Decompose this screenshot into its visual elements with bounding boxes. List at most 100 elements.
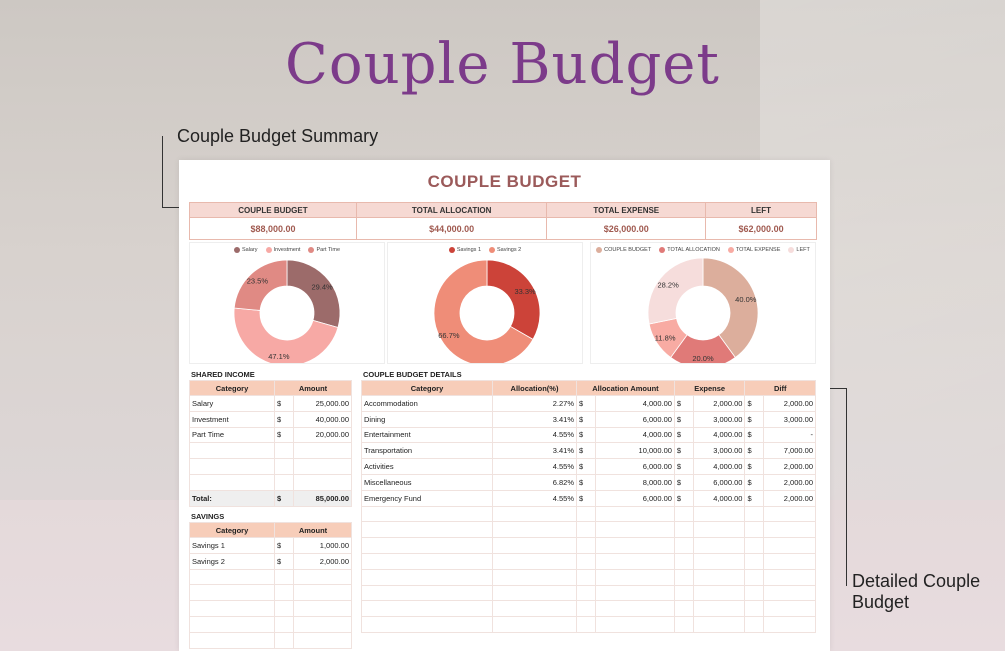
empty-cell	[576, 600, 596, 618]
empty-cell	[744, 584, 765, 602]
empty-cell	[763, 505, 816, 523]
legend-label: Savings 2	[497, 247, 522, 254]
column-header: Amount	[274, 380, 352, 396]
donut-slice	[486, 259, 541, 340]
empty-cell	[763, 616, 816, 633]
empty-cell	[744, 537, 765, 554]
empty-cell	[274, 631, 294, 649]
table-row: Miscellaneous 6.82% $8,000.00 $6,000.00 $2,0…	[361, 473, 816, 491]
currency-cell: $	[673, 410, 694, 428]
empty-cell	[576, 537, 596, 554]
empty-row	[361, 600, 816, 618]
table-row	[189, 442, 352, 460]
legend-swatch	[448, 247, 455, 253]
savings-table: Category Amount Savings 1 $ 1,000.00 Sav…	[189, 522, 352, 649]
diff-cell: 2,000.00	[763, 473, 816, 491]
empty-cell	[692, 616, 746, 633]
empty-row	[361, 505, 816, 523]
currency-cell: $	[744, 489, 765, 507]
slice-label: 23.5%	[247, 276, 269, 285]
empty-cell	[763, 537, 816, 554]
table-row: Emergency Fund 4.55% $6,000.00 $4,000.00 $2,…	[361, 489, 816, 507]
column-header: Allocation Amount	[576, 380, 675, 396]
currency-cell: $	[744, 426, 765, 444]
slice-label: 29.4%	[311, 282, 333, 291]
empty-row	[361, 568, 816, 586]
expense-cell: 2,000.00	[692, 395, 746, 412]
empty-cell	[692, 505, 746, 523]
currency-cell: $	[744, 410, 765, 428]
empty-cell	[576, 584, 596, 602]
callout-detail-line2: Budget	[852, 592, 910, 612]
empty-cell	[744, 600, 765, 618]
expense-cell: 3,000.00	[692, 442, 746, 460]
legend-item: Savings 2	[489, 247, 521, 253]
empty-cell	[576, 521, 596, 539]
legend-label: Part Time	[316, 247, 341, 254]
empty-cell	[595, 505, 675, 523]
summary-donut-chart: COUPLE BUDGET TOTAL ALLOCATION TOTAL EXPEN…	[590, 242, 816, 369]
legend-item: Salary	[233, 247, 258, 253]
legend-swatch	[489, 247, 495, 253]
table-row	[189, 615, 352, 633]
empty-cell	[361, 537, 493, 554]
empty-cell	[361, 568, 493, 586]
empty-cell	[763, 568, 816, 586]
currency-cell: $	[673, 426, 694, 444]
table-row: Savings 1 $ 1,000.00	[189, 537, 352, 554]
currency-cell: $	[744, 395, 765, 412]
amount-cell: 40,000.00	[293, 410, 352, 428]
table-row: Part Time $ 20,000.00	[189, 426, 352, 444]
column-header: Category	[189, 522, 275, 538]
allocation-amount-cell: 6,000.00	[595, 458, 675, 475]
empty-cell	[274, 442, 294, 460]
currency-cell: $	[576, 473, 596, 491]
empty-cell	[673, 552, 694, 570]
expense-cell: 6,000.00	[692, 473, 746, 491]
empty-cell	[274, 584, 294, 602]
empty-cell	[492, 616, 577, 633]
empty-cell	[189, 458, 275, 475]
allocation-amount-cell: 4,000.00	[595, 395, 675, 412]
empty-cell	[293, 473, 352, 491]
total-amount: 85,000.00	[293, 489, 352, 507]
currency-cell: $	[576, 442, 596, 460]
slice-label: 11.8%	[655, 333, 676, 342]
slice-label: 66.7%	[438, 331, 460, 340]
column-header: Category	[361, 380, 493, 396]
legend-item: Investment	[265, 247, 300, 253]
currency-cell: $	[576, 458, 596, 475]
empty-cell	[744, 552, 765, 570]
slice-label: 33.3%	[514, 287, 536, 296]
amount-cell: 20,000.00	[293, 426, 352, 444]
details-label: COUPLE BUDGET DETAILS	[363, 370, 462, 379]
category-cell: Miscellaneous	[361, 473, 493, 491]
allocation-pct-cell: 4.55%	[492, 489, 577, 507]
empty-row	[361, 552, 816, 570]
empty-cell	[189, 600, 275, 617]
summary-header: COUPLE BUDGET	[189, 202, 357, 218]
summary-value: $62,000.00	[705, 217, 817, 240]
empty-cell	[763, 521, 816, 539]
empty-cell	[673, 616, 694, 633]
empty-cell	[189, 615, 275, 633]
callout-detail-line-v	[846, 388, 847, 586]
table-row: Dining 3.41% $6,000.00 $3,000.00 $3,000.00	[361, 410, 816, 428]
legend-swatch	[265, 247, 272, 253]
table-row: Savings 2 $ 2,000.00	[189, 552, 352, 570]
total-row: Total: $ 85,000.00	[189, 489, 352, 507]
legend-label: LEFT	[796, 247, 810, 254]
category-cell: Accommodation	[361, 395, 493, 412]
allocation-pct-cell: 6.82%	[492, 473, 577, 491]
chart-legend: Salary Investment Part Time	[190, 247, 384, 253]
chart-svg: 33.3% 66.7%	[433, 259, 541, 367]
category-cell: Entertainment	[361, 426, 493, 444]
empty-cell	[492, 552, 577, 570]
summary-header: TOTAL EXPENSE	[546, 202, 707, 218]
empty-cell	[293, 568, 352, 586]
category-cell: Savings 1	[189, 537, 275, 554]
diff-cell: 2,000.00	[763, 395, 816, 412]
empty-cell	[361, 521, 493, 539]
empty-cell	[763, 584, 816, 602]
currency-cell: $	[576, 395, 596, 412]
